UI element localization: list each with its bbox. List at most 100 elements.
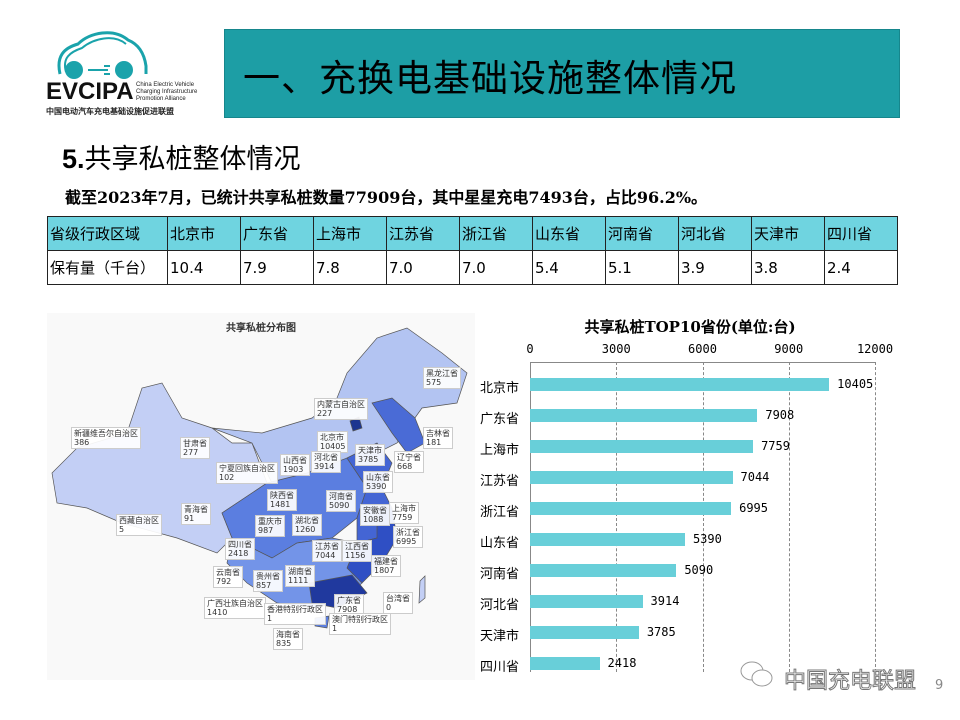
- category-label: 河南省: [480, 567, 520, 582]
- map-label: 北京市 10405: [317, 431, 349, 453]
- table-header-cell: 四川省: [824, 216, 898, 251]
- top10-bar-chart: 共享私桩TOP10省份(单位:台) 0 3000 6000 9000 12000 北京市 1…: [480, 312, 900, 675]
- region-taiwan: [418, 575, 426, 604]
- table-header-cell: 天津市: [751, 216, 825, 251]
- data-label: 3914: [650, 594, 680, 608]
- gridline: [788, 362, 790, 672]
- table-cell: 3.8: [751, 250, 825, 285]
- page-title: 一、充换电基础设施整体情况: [243, 57, 737, 100]
- bar: [530, 502, 732, 515]
- table-header-cell: 山东省: [532, 216, 606, 251]
- data-label: 5390: [692, 532, 722, 546]
- map-label: 四川省 2418: [225, 538, 255, 560]
- category-label: 广东省: [480, 412, 520, 427]
- category-label: 四川省: [480, 660, 520, 675]
- table-row: 保有量（千台） 10.4 7.9 7.8 7.0 7.0 5.4 5.1 3.9…: [47, 250, 898, 285]
- map-label: 天津市 3785: [355, 444, 385, 466]
- map-label: 海南省 835: [273, 628, 303, 650]
- data-label: 7044: [740, 470, 770, 484]
- china-map-shape: [51, 327, 468, 629]
- data-label: 3785: [646, 625, 676, 639]
- data-label: 7759: [761, 439, 790, 453]
- table-cell: 10.4: [167, 250, 241, 285]
- data-label: 6995: [739, 501, 768, 515]
- section-title-text: 共享私桩整体情况: [84, 144, 301, 175]
- table-header-cell: 河南省: [605, 216, 679, 251]
- bar: [530, 657, 600, 670]
- map-label: 重庆市 987: [255, 515, 285, 537]
- map-label: 湖北省 1260: [292, 514, 322, 536]
- map-label: 澳门特别行政区 1: [329, 613, 391, 635]
- map-label: 湖南省 1111: [285, 565, 315, 587]
- x-tick-label: 6000: [688, 342, 717, 356]
- logo-brand: EVCIPA: [46, 78, 134, 105]
- map-label: 广西壮族自治区 1410: [204, 597, 266, 619]
- map-label: 陕西省 1481: [267, 489, 297, 511]
- map-label: 黑龙江省 575: [423, 367, 461, 389]
- gridline: [702, 362, 704, 672]
- map-label: 山西省 1903: [280, 454, 310, 476]
- category-label: 天津市: [480, 629, 520, 644]
- bar: [530, 533, 685, 546]
- table-header-cell: 浙江省: [459, 216, 533, 251]
- map-label: 江苏省 7044: [312, 540, 342, 562]
- summary-text: 截至2023年7月，已统计共享私桩数量77909台，其中星星充电7493台，占比…: [65, 188, 708, 207]
- table-cell: 7.0: [386, 250, 460, 285]
- chart-title: 共享私桩TOP10省份(单位:台): [584, 318, 796, 336]
- bar: [530, 626, 639, 639]
- bar: [530, 595, 643, 608]
- logo-english: China Electric Vehicle Charging Infrastr…: [136, 82, 198, 102]
- table-header-cell: 江苏省: [386, 216, 460, 251]
- table-cell: 5.4: [532, 250, 606, 285]
- map-label: 河北省 3914: [311, 451, 341, 473]
- map-label: 甘肃省 277: [180, 437, 210, 459]
- map-label: 辽宁省 668: [394, 451, 424, 473]
- category-label: 上海市: [480, 443, 520, 458]
- category-label: 山东省: [480, 536, 520, 551]
- map-label: 香港特别行政区 1: [264, 603, 326, 625]
- gridline: [875, 362, 876, 672]
- section-number: 5.: [62, 144, 85, 174]
- data-label: 5090: [684, 563, 714, 577]
- table-cell: 7.9: [240, 250, 314, 285]
- car-plug-icon: [57, 31, 148, 79]
- table-header-cell: 广东省: [240, 216, 314, 251]
- bar: [530, 409, 758, 422]
- evcipa-logo: EVCIPA China Electric Vehicle Charging I…: [40, 26, 215, 121]
- map-title: 共享私桩分布图: [226, 323, 296, 334]
- map-label: 吉林省 181: [423, 427, 453, 449]
- logo-chinese: 中国电动汽车充电基础设施促进联盟: [46, 107, 174, 116]
- map-label: 内蒙古自治区 227: [314, 398, 368, 420]
- table-cell: 7.8: [313, 250, 387, 285]
- bar: [530, 378, 830, 391]
- y-axis-line: [530, 362, 531, 672]
- table-header-cell: 上海市: [313, 216, 387, 251]
- distribution-map: 共享私桩分布图 黑龙江省 575 内蒙古自治区 227 吉林省 181 新疆维吾尔自治…: [47, 313, 475, 680]
- bar: [530, 471, 733, 484]
- bar: [530, 440, 754, 453]
- map-label: 江西省 1156: [342, 540, 372, 562]
- table-header-cell: 北京市: [167, 216, 241, 251]
- map-label: 上海市 7759: [389, 502, 419, 524]
- gridline: [616, 362, 618, 672]
- category-label: 北京市: [480, 381, 520, 396]
- x-tick-label: 0: [526, 342, 534, 356]
- map-label: 青海省 91: [181, 503, 211, 525]
- map-label: 西藏自治区 5: [116, 514, 162, 536]
- data-label: 2418: [607, 656, 637, 670]
- map-label: 台湾省 0: [383, 592, 413, 614]
- table-cell: 3.9: [678, 250, 752, 285]
- category-label: 河北省: [480, 598, 520, 613]
- map-label: 贵州省 857: [253, 570, 283, 592]
- map-label: 云南省 792: [213, 566, 243, 588]
- table-cell: 7.0: [459, 250, 533, 285]
- category-label: 江苏省: [480, 474, 520, 489]
- watermark: 中国充电联盟: [783, 669, 917, 695]
- x-tick-label: 3000: [601, 342, 631, 356]
- table-header-cell: 省级行政区域: [47, 216, 168, 251]
- map-label: 河南省 5090: [326, 490, 356, 512]
- map-label: 新疆维吾尔自治区 386: [71, 427, 141, 449]
- map-label: 浙江省 6995: [393, 526, 423, 548]
- map-label: 安徽省 1088: [360, 504, 390, 526]
- map-label: 山东省 5390: [363, 471, 393, 493]
